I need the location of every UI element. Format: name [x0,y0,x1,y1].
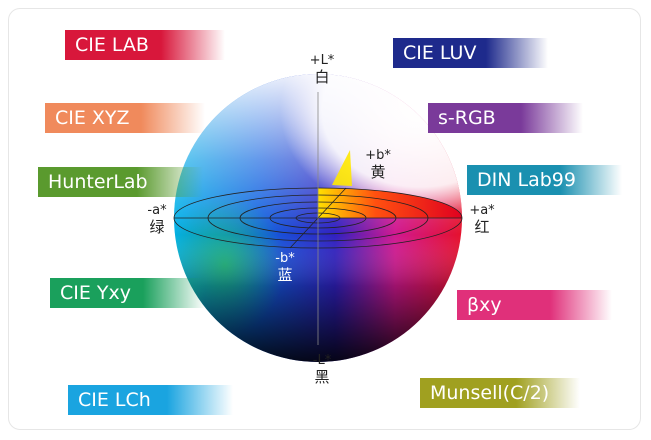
axis-symbol: -a* [147,203,167,218]
axis-label: +a* 红 [462,202,502,236]
axis-symbol: +a* [469,203,495,218]
color-space-tag: HunterLab [38,167,203,197]
axis-symbol: -b* [275,251,295,266]
axis-label: +L* 白 [302,52,342,86]
axis-name: 红 [474,218,490,236]
axis-name: 蓝 [277,266,293,284]
axis-name: 黄 [370,163,386,181]
axis-name: 白 [314,68,330,86]
color-space-tag: DIN Lab99 [467,165,622,195]
axis-symbol: +L* [309,53,335,68]
axis-name: 黑 [314,368,330,386]
axis-name: 绿 [149,218,165,236]
card [8,8,641,430]
color-space-tag: CIE LUV [393,38,548,68]
axis-label: -a* 绿 [137,202,177,236]
axis-symbol: -L* [312,353,332,368]
axis-label: +b* 黄 [358,147,398,181]
axis-symbol: +b* [365,148,391,163]
grid-rings [173,92,463,345]
color-space-tag: CIE XYZ [45,103,205,133]
axis-label: -L* 黑 [302,352,342,386]
color-space-tag: s-RGB [428,103,583,133]
color-space-tag: Munsell(C/2) [420,378,580,408]
color-space-tag: CIE LCh [68,385,233,415]
color-space-tag: CIE Yxy [50,278,205,308]
color-space-tag: CIE LAB [65,30,225,60]
color-space-tag: βxy [457,290,612,320]
axis-label: -b* 蓝 [265,250,305,284]
